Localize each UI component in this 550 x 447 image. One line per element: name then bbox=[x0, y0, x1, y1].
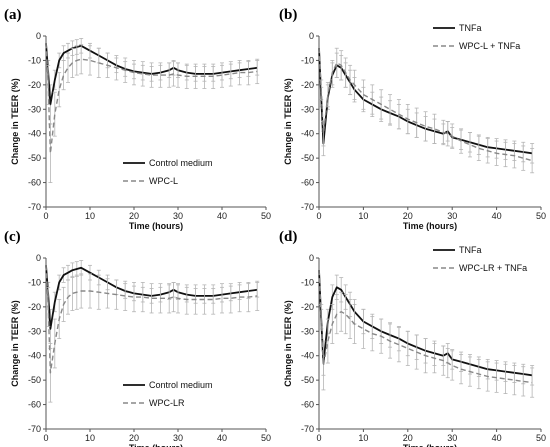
x-tick-label: 0 bbox=[43, 433, 48, 443]
x-tick-label: 20 bbox=[129, 433, 139, 443]
y-axis-label: Change in TEER (%) bbox=[283, 78, 293, 165]
x-axis-label: Time (hours) bbox=[129, 443, 183, 447]
y-tick-label: -60 bbox=[301, 178, 314, 188]
y-tick-label: -70 bbox=[301, 424, 314, 434]
y-tick-label: 0 bbox=[309, 253, 314, 263]
y-tick-label: -20 bbox=[28, 80, 41, 90]
y-tick-label: 0 bbox=[36, 253, 41, 263]
legend-label-1: Control medium bbox=[149, 380, 213, 390]
x-tick-label: 0 bbox=[316, 433, 321, 443]
x-tick-label: 40 bbox=[217, 211, 227, 221]
y-tick-label: -30 bbox=[28, 326, 41, 336]
x-tick-label: 40 bbox=[492, 433, 502, 443]
y-tick-label: -60 bbox=[301, 400, 314, 410]
panel-label: (d) bbox=[279, 229, 297, 245]
x-tick-label: 30 bbox=[447, 211, 457, 221]
x-tick-label: 30 bbox=[173, 433, 183, 443]
y-tick-label: -70 bbox=[301, 202, 314, 212]
x-tick-label: 0 bbox=[316, 211, 321, 221]
legend-label-1: Control medium bbox=[149, 158, 213, 168]
series-line-2 bbox=[45, 43, 258, 155]
y-axis-label: Change in TEER (%) bbox=[10, 300, 20, 387]
y-axis-label: Change in TEER (%) bbox=[10, 78, 20, 165]
x-tick-label: 40 bbox=[217, 433, 227, 443]
x-tick-label: 10 bbox=[85, 211, 95, 221]
x-tick-label: 20 bbox=[129, 211, 139, 221]
panel-label: (a) bbox=[4, 7, 22, 23]
x-tick-label: 20 bbox=[403, 211, 413, 221]
y-tick-label: -20 bbox=[28, 302, 41, 312]
x-tick-label: 30 bbox=[173, 211, 183, 221]
legend-label-2: WPC-LR + TNFa bbox=[459, 263, 527, 273]
y-tick-label: -30 bbox=[28, 104, 41, 114]
y-tick-label: 0 bbox=[36, 31, 41, 41]
x-axis-label: Time (hours) bbox=[403, 221, 457, 231]
y-tick-label: -40 bbox=[28, 129, 41, 139]
panel-label: (b) bbox=[279, 7, 297, 23]
y-tick-label: -20 bbox=[301, 302, 314, 312]
y-tick-label: -40 bbox=[28, 351, 41, 361]
y-tick-label: -50 bbox=[28, 153, 41, 163]
x-tick-label: 50 bbox=[536, 211, 546, 221]
x-tick-label: 40 bbox=[492, 211, 502, 221]
panel-label: (c) bbox=[4, 229, 21, 245]
y-tick-label: -10 bbox=[28, 277, 41, 287]
x-tick-label: 10 bbox=[358, 433, 368, 443]
x-tick-label: 0 bbox=[43, 211, 48, 221]
y-tick-label: -60 bbox=[28, 400, 41, 410]
y-tick-label: -40 bbox=[301, 351, 314, 361]
x-axis-label: Time (hours) bbox=[403, 443, 457, 447]
series-line-2 bbox=[318, 48, 533, 162]
y-tick-label: -30 bbox=[301, 104, 314, 114]
y-tick-label: -60 bbox=[28, 178, 41, 188]
y-tick-label: -10 bbox=[301, 277, 314, 287]
y-tick-label: -30 bbox=[301, 326, 314, 336]
y-tick-label: -50 bbox=[301, 153, 314, 163]
x-tick-label: 10 bbox=[358, 211, 368, 221]
x-tick-label: 20 bbox=[403, 433, 413, 443]
legend-label-1: TNFa bbox=[459, 245, 482, 255]
y-tick-label: -20 bbox=[301, 80, 314, 90]
legend-label-2: WPC-LR bbox=[149, 398, 185, 408]
series-line-2 bbox=[318, 270, 533, 384]
x-tick-label: 50 bbox=[261, 211, 271, 221]
y-tick-label: -10 bbox=[301, 55, 314, 65]
x-tick-label: 50 bbox=[261, 433, 271, 443]
y-tick-label: -70 bbox=[28, 202, 41, 212]
y-tick-label: -50 bbox=[28, 375, 41, 385]
y-tick-label: -50 bbox=[301, 375, 314, 385]
legend-label-1: TNFa bbox=[459, 23, 482, 33]
x-tick-label: 10 bbox=[85, 433, 95, 443]
legend-label-2: WPC-L + TNFa bbox=[459, 41, 520, 51]
x-tick-label: 50 bbox=[536, 433, 546, 443]
x-tick-label: 30 bbox=[447, 433, 457, 443]
y-tick-label: 0 bbox=[309, 31, 314, 41]
x-axis-label: Time (hours) bbox=[129, 221, 183, 231]
y-tick-label: -70 bbox=[28, 424, 41, 434]
series-line-2 bbox=[45, 265, 258, 374]
y-tick-label: -10 bbox=[28, 55, 41, 65]
y-axis-label: Change in TEER (%) bbox=[283, 300, 293, 387]
legend-label-2: WPC-L bbox=[149, 176, 178, 186]
y-tick-label: -40 bbox=[301, 129, 314, 139]
